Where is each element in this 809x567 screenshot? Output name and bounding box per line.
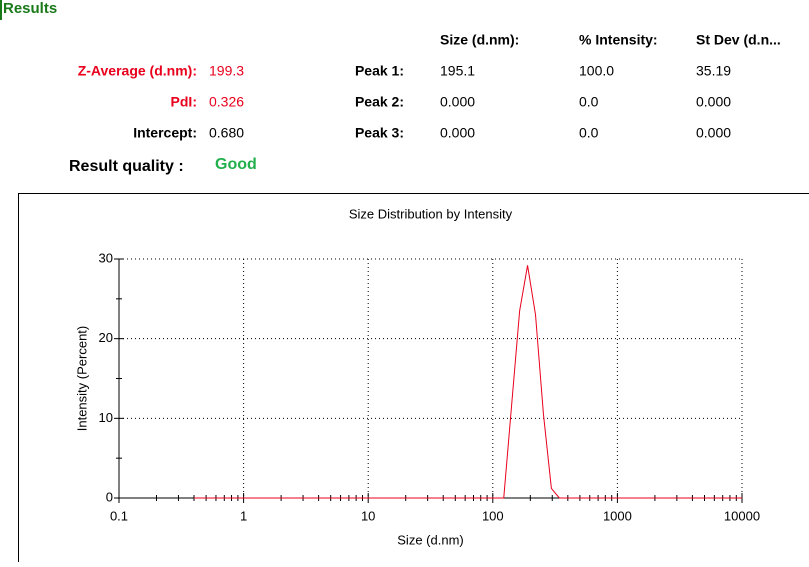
summary-value: 0.680 [209, 125, 244, 141]
chart: Size Distribution by Intensity Size (d.nm… [74, 206, 760, 547]
y-tick-label: 20 [99, 330, 113, 345]
peak-value: 0.000 [440, 125, 475, 141]
x-tick-label: 10 [361, 508, 375, 523]
summary-label: PdI: [171, 94, 197, 110]
peak-label: Peak 1: [355, 63, 404, 79]
x-tick-label: 10000 [724, 508, 760, 523]
chart-frame [19, 194, 809, 563]
header-title: Results [3, 0, 57, 17]
y-tick-label: 0 [106, 489, 113, 504]
peak-label: Peak 3: [355, 125, 404, 141]
data-line [194, 265, 742, 498]
column-header: % Intensity: [579, 32, 658, 48]
peak-value: 0.000 [696, 125, 731, 141]
x-tick-label: 1 [240, 508, 247, 523]
summary-value: 0.326 [209, 94, 244, 110]
x-tick-label: 100 [482, 508, 504, 523]
y-tick-label: 10 [99, 410, 113, 425]
peak-value: 0.000 [440, 94, 475, 110]
y-tick-label: 30 [99, 250, 113, 265]
peak-value: 0.0 [579, 94, 599, 110]
summary-value: 199.3 [209, 63, 244, 79]
peak-value: 35.19 [696, 63, 731, 79]
summary-label: Z-Average (d.nm): [78, 63, 197, 79]
x-axis-label: Size (d.nm) [397, 532, 463, 547]
column-header: St Dev (d.n... [696, 32, 781, 48]
peak-value: 0.000 [696, 94, 731, 110]
column-header: Size (d.nm): [440, 32, 519, 48]
summary-label: Intercept: [133, 125, 197, 141]
chart-title: Size Distribution by Intensity [349, 206, 513, 221]
quality-label: Result quality : [69, 158, 184, 175]
peak-value: 0.0 [579, 125, 599, 141]
peak-label: Peak 2: [355, 94, 404, 110]
x-tick-label: 0.1 [110, 508, 128, 523]
y-axis-label: Intensity (Percent) [74, 326, 89, 432]
x-tick-label: 1000 [603, 508, 632, 523]
quality-value: Good [215, 156, 257, 173]
peak-value: 195.1 [440, 63, 475, 79]
peaks-table: Size (d.nm): % Intensity: St Dev (d.n... Pe… [355, 32, 781, 141]
peak-value: 100.0 [579, 63, 614, 79]
